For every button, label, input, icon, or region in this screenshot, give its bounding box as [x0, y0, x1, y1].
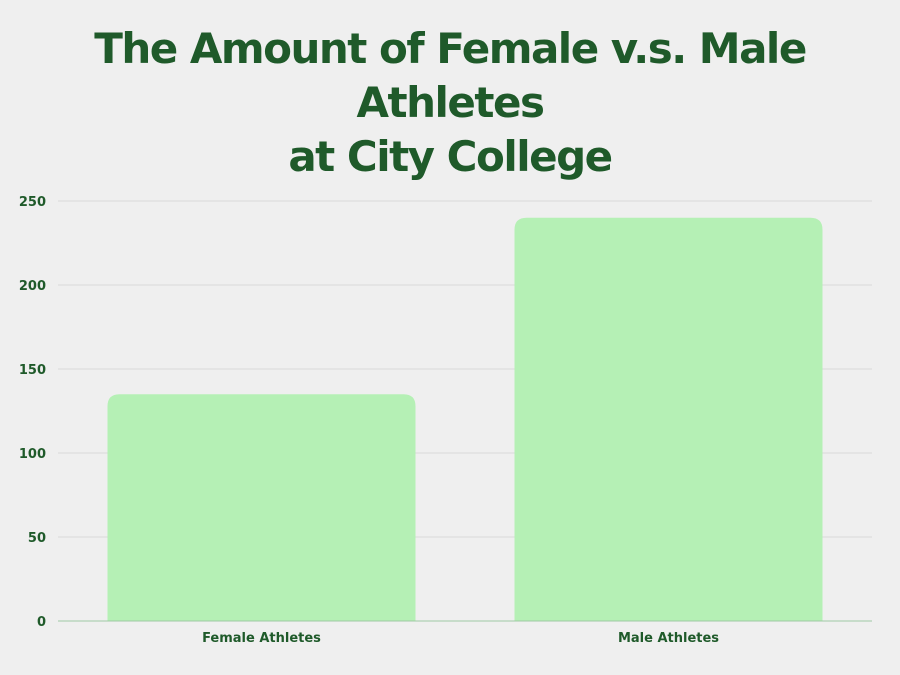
bar-female-athletes [107, 394, 416, 621]
x-axis-labels: Female Athletes Male Athletes [202, 631, 719, 646]
x-category-label: Male Athletes [618, 631, 719, 646]
bars [107, 217, 823, 622]
bar-male-athletes [514, 217, 823, 622]
y-tick-label: 0 [37, 615, 46, 630]
y-tick-label: 150 [19, 363, 46, 378]
x-category-label: Female Athletes [202, 631, 321, 646]
chart-title-line-1: The Amount of Female v.s. Male Athletes [94, 24, 807, 127]
y-tick-label: 50 [28, 531, 46, 546]
chart-title-line-2: at City College [288, 132, 613, 181]
y-tick-label: 100 [19, 447, 46, 462]
y-tick-label: 250 [19, 195, 46, 210]
chart-title: The Amount of Female v.s. Male Athletes … [0, 22, 900, 184]
y-tick-label: 200 [19, 279, 46, 294]
y-axis-ticks: 0 50 100 150 200 250 [19, 195, 46, 630]
